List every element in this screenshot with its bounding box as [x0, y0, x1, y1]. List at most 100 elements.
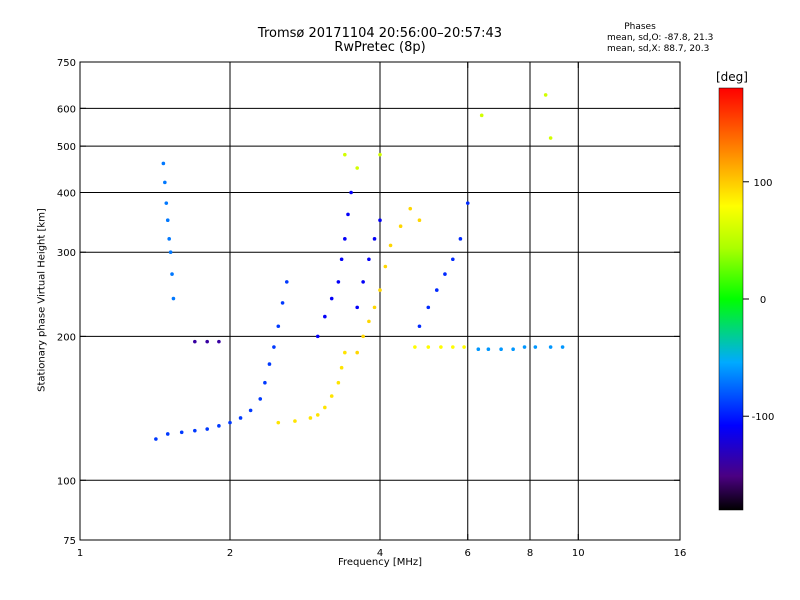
y-tick-label: 200 — [57, 332, 76, 343]
data-point — [276, 324, 281, 329]
data-point — [434, 288, 439, 292]
data-point — [323, 314, 327, 319]
colorbar-tick-label: 100 — [753, 178, 772, 189]
data-point — [548, 136, 553, 140]
trace-7 — [161, 161, 176, 301]
data-point — [315, 413, 320, 417]
colorbar-tick-label: 0 — [760, 295, 766, 306]
trace-2 — [315, 190, 382, 339]
data-point — [308, 416, 313, 420]
trace-6 — [476, 345, 565, 352]
data-point — [167, 237, 171, 241]
y-tick-label: 300 — [57, 248, 76, 259]
data-point — [479, 113, 484, 118]
data-point — [165, 432, 170, 436]
data-point — [329, 296, 334, 301]
data-point — [349, 190, 353, 195]
data-point — [343, 152, 347, 157]
data-point — [413, 345, 417, 349]
x-tick-label: 1 — [77, 548, 83, 559]
data-point — [346, 212, 350, 217]
data-point — [280, 301, 285, 305]
chart-subtitle: RwPretec (8p) — [334, 40, 426, 55]
data-point — [228, 420, 232, 425]
data-point — [499, 347, 503, 352]
data-point — [522, 345, 527, 349]
data-point — [361, 334, 365, 339]
trace-0 — [154, 280, 289, 441]
phase-stat-x: mean, sd,X: 88.7, 20.3 — [607, 44, 710, 54]
phase-stat-o: mean, sd,O: -87.8, 21.3 — [607, 33, 714, 43]
trace-5 — [413, 345, 466, 349]
phases-heading: Phases — [624, 22, 656, 32]
y-tick-label: 75 — [63, 536, 76, 547]
y-tick-label: 100 — [57, 476, 76, 487]
data-point — [193, 339, 197, 344]
data-point — [336, 280, 341, 284]
data-point — [193, 428, 197, 433]
data-point — [476, 347, 481, 352]
data-point — [205, 339, 209, 344]
data-point — [439, 345, 443, 349]
chart-title: Tromsø 20171104 20:56:00–20:57:43 — [257, 26, 503, 41]
data-point — [238, 416, 243, 420]
y-tick-label: 400 — [57, 188, 76, 199]
data-point — [217, 339, 221, 344]
data-point — [417, 218, 422, 223]
data-point — [276, 420, 281, 425]
x-tick-label: 6 — [465, 548, 471, 559]
data-point — [378, 288, 382, 292]
data-point — [378, 152, 382, 157]
trace-3 — [355, 206, 422, 355]
x-tick-label: 2 — [227, 548, 233, 559]
data-point — [372, 237, 377, 241]
data-point — [263, 380, 267, 385]
data-point — [336, 380, 341, 385]
data-point — [367, 257, 371, 262]
data-point — [163, 180, 167, 185]
data-point — [343, 350, 347, 355]
data-point — [339, 257, 344, 262]
data-point — [170, 272, 174, 276]
data-point — [408, 206, 413, 211]
data-point — [343, 237, 347, 241]
data-point — [451, 257, 455, 262]
data-point — [465, 201, 470, 205]
data-point — [161, 161, 166, 166]
data-point — [217, 424, 221, 428]
data-point — [355, 166, 359, 170]
data-point — [315, 334, 320, 339]
data-point — [383, 264, 388, 269]
data-point — [258, 397, 263, 401]
trace-9 — [343, 93, 553, 170]
data-point — [398, 224, 403, 229]
colorbar-tick-label: -100 — [752, 412, 775, 423]
data-point — [543, 93, 548, 97]
trace-1 — [276, 350, 347, 425]
x-tick-label: 8 — [527, 548, 533, 559]
data-point — [486, 347, 491, 352]
data-point — [451, 345, 455, 349]
data-point — [164, 201, 169, 205]
y-tick-label: 500 — [57, 142, 76, 153]
x-tick-label: 10 — [572, 548, 585, 559]
data-point — [339, 365, 344, 370]
data-point — [426, 305, 431, 310]
x-tick-label: 4 — [377, 548, 383, 559]
colorbar-unit: [deg] — [716, 70, 748, 84]
data-point — [511, 347, 515, 352]
colorbar — [718, 87, 744, 511]
data-point — [329, 394, 334, 398]
data-point — [388, 243, 393, 248]
data-point — [165, 218, 170, 223]
data-point — [417, 324, 422, 329]
trace-8 — [193, 339, 221, 344]
data-point — [462, 345, 466, 349]
data-point — [361, 280, 365, 284]
data-point — [355, 305, 359, 310]
data-point — [367, 319, 371, 324]
data-point — [171, 296, 176, 301]
trace-4 — [417, 201, 470, 329]
data-point — [426, 345, 431, 349]
